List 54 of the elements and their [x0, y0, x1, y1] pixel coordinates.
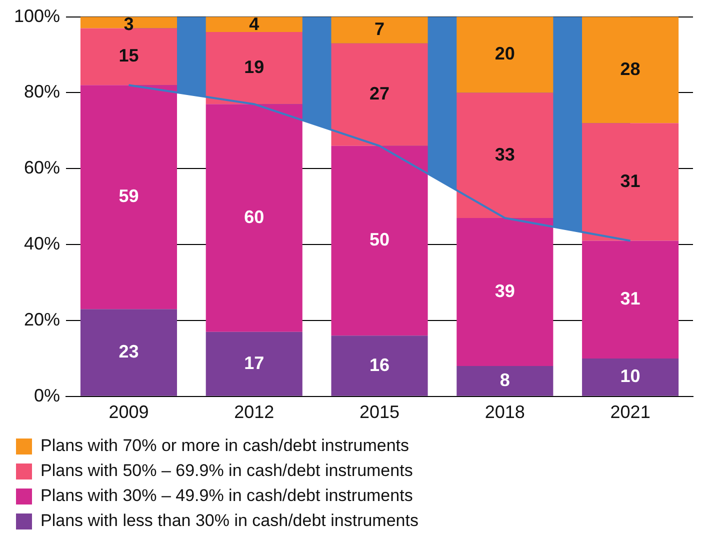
- data-label: 33: [494, 144, 515, 164]
- y-tick-label: 0%: [34, 385, 60, 406]
- bar: [582, 240, 679, 358]
- bar: [80, 16, 178, 28]
- data-label: 16: [370, 354, 390, 375]
- x-tick-label: 2009: [108, 402, 149, 422]
- bar: [456, 92, 554, 218]
- bar: [331, 146, 428, 336]
- data-label: 15: [118, 46, 139, 66]
- data-label: 27: [370, 84, 390, 104]
- data-label: 28: [620, 58, 640, 79]
- y-tick-label: 40%: [24, 234, 60, 254]
- data-label: 20: [494, 44, 515, 64]
- legend-label: Plans with 50% – 69.9% in cash/debt instruments: [40, 461, 413, 480]
- bar: [582, 358, 679, 396]
- bar: [456, 16, 554, 93]
- data-label: 50: [370, 230, 390, 250]
- data-label: 31: [620, 170, 640, 191]
- legend-label: Plans with less than 30% in cash/debt instruments: [40, 511, 418, 530]
- y-tick-label: 20%: [24, 309, 60, 330]
- data-label: 19: [244, 57, 264, 78]
- bar: [331, 43, 428, 146]
- bar: [331, 16, 428, 44]
- bar: [582, 16, 679, 124]
- y-tick-label: 60%: [24, 158, 60, 178]
- legend-label: Plans with 70% or more in cash/debt instruments: [40, 436, 410, 456]
- bar: [206, 104, 302, 332]
- bar: [206, 32, 302, 104]
- legend-label: Plans with 30% – 49.9% in cash/debt instruments: [40, 486, 413, 506]
- bar: [80, 85, 178, 310]
- data-label: 17: [244, 352, 264, 373]
- data-label: 7: [374, 19, 385, 40]
- bar: [456, 218, 554, 366]
- x-tick-label: 2012: [234, 402, 274, 422]
- data-label: 23: [118, 341, 139, 362]
- y-tick-label: 80%: [24, 82, 60, 102]
- data-label: 8: [500, 370, 510, 390]
- bar: [331, 336, 428, 396]
- data-label: 39: [494, 280, 515, 301]
- bar: [456, 366, 554, 396]
- x-tick-label: 2018: [484, 402, 525, 422]
- bar: [582, 123, 679, 241]
- data-label: 4: [249, 14, 260, 34]
- data-label: 31: [620, 288, 640, 309]
- bar: [206, 16, 302, 32]
- x-tick-label: 2015: [359, 402, 400, 422]
- data-label: 3: [124, 14, 134, 34]
- bar: [206, 332, 302, 396]
- y-tick-label: 100%: [14, 6, 60, 26]
- data-label: 10: [620, 366, 640, 386]
- data-label: 60: [244, 206, 264, 227]
- bar: [80, 309, 178, 396]
- x-tick-label: 2021: [610, 402, 650, 422]
- data-label: 59: [118, 186, 139, 206]
